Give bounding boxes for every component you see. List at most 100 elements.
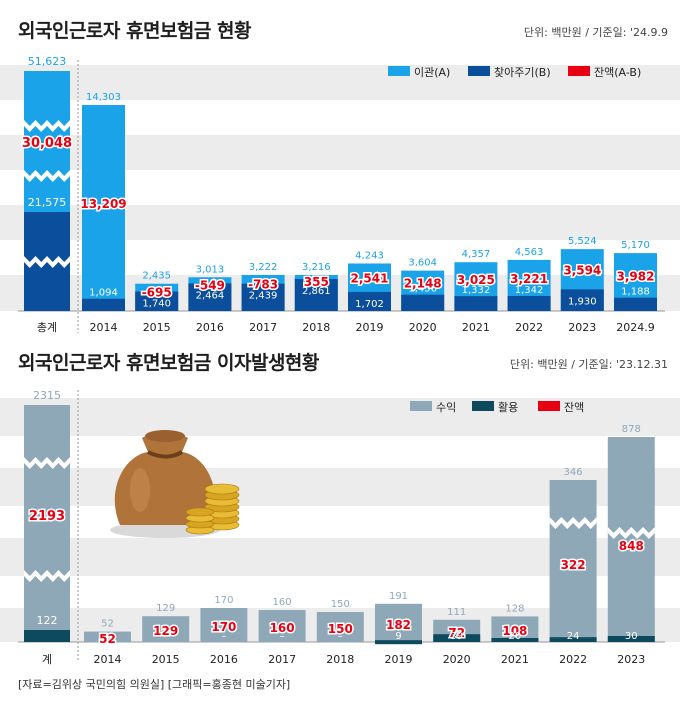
chart2-bar-income (142, 616, 190, 642)
chart1-label-A: 3,604 (408, 258, 437, 269)
chart2-bar-income (549, 480, 597, 642)
chart2-label-used: 24 (567, 631, 580, 642)
chart1-bar-B (401, 294, 445, 311)
chart1-bar-B (348, 291, 391, 311)
chart2-break (24, 454, 70, 469)
chart2-label-income: 346 (564, 467, 583, 478)
chart-interest: 외국인근로자 휴면보험금 이자발생현황 단위: 백만원 / 기준일: '23.1… (0, 340, 680, 675)
chart2-break (24, 567, 70, 582)
chart2-bar-used (433, 634, 481, 642)
chart2-label-used: 39 (450, 631, 463, 642)
chart2-svg: 수익 활용 잔액23152193122계5252–2014129129–201517… (0, 389, 680, 666)
chart2-title: 외국인근로자 휴면보험금 이자발생현황 (18, 352, 319, 374)
chart1-label-A: 3,013 (196, 264, 225, 275)
chart1-legend-swatch (388, 66, 410, 76)
chart1-category: 2017 (249, 321, 277, 334)
money-bag-illustration (110, 430, 240, 538)
chart2-label-balance: 150 (328, 622, 353, 636)
chart1-total-label-A: 51,623 (28, 55, 67, 68)
chart2-legend-label: 활용 (498, 400, 518, 414)
chart1-label-balance: 3,982 (617, 269, 655, 283)
chart1-label-balance: -695 (142, 286, 172, 300)
chart1-unit-note: 단위: 백만원 / 기준일: '24.9.9 (523, 26, 668, 39)
chart2-label-income: 191 (389, 591, 408, 602)
chart2-label-income: 170 (214, 595, 233, 606)
chart1-category: 2019 (356, 321, 384, 334)
chart1-category: 2014 (90, 321, 118, 334)
chart2-break (607, 524, 655, 539)
chart2-legend-swatch (538, 401, 560, 411)
chart2-legend-swatch (410, 401, 432, 411)
chart1-label-B: 2,439 (249, 291, 278, 302)
chart1-bar-B (560, 289, 604, 311)
chart1-total-category: 총계 (37, 321, 57, 334)
chart2-legend-swatch (472, 401, 494, 411)
chart1-bar-B (454, 296, 498, 311)
chart2-label-balance: 108 (502, 624, 527, 638)
chart2-category: 2014 (94, 653, 122, 666)
chart1-label-balance: 2,541 (351, 272, 389, 286)
chart2-label-used: – (105, 631, 110, 642)
chart2-legend-label: 잔액 (564, 401, 584, 414)
chart2-label-income: 111 (447, 607, 466, 618)
chart1-label-A: 4,243 (355, 250, 384, 261)
chart2-break (549, 514, 597, 529)
chart1-label-balance: 355 (304, 275, 329, 289)
chart1-legend-label: 잔액(A-B) (594, 66, 641, 79)
chart2-label-balance: 848 (619, 539, 644, 553)
chart2-bar-used (549, 637, 597, 642)
chart1-label-A: 14,303 (86, 92, 121, 103)
chart1-band (0, 65, 680, 100)
chart1-legend-swatch (468, 66, 490, 76)
chart1-label-B: 1,740 (142, 299, 171, 310)
chart1-label-A: 5,170 (621, 240, 650, 251)
chart2-label-balance: 322 (561, 558, 586, 572)
chart2-bar-income (375, 603, 422, 642)
chart1-bar-B (241, 283, 285, 311)
chart1-category: 2023 (568, 321, 596, 334)
chart1-label-B: 1,930 (568, 296, 597, 307)
chart1-label-A: 3,216 (302, 262, 331, 273)
chart2-bar-income (200, 608, 248, 642)
chart2-bar-income (258, 610, 306, 642)
chart1-label-balance: 3,221 (510, 272, 548, 286)
chart2-label-used: 9 (395, 631, 401, 642)
chart2-legend-label: 수익 (436, 401, 456, 414)
chart1-label-A: 2,435 (142, 271, 171, 282)
chart2-label-used: – (163, 631, 168, 642)
chart2-category: 2023 (617, 653, 645, 666)
chart2-category: 2017 (268, 653, 296, 666)
chart2-total-label-balance: 2193 (29, 509, 65, 524)
chart1-label-B: 2,464 (196, 290, 225, 301)
chart1-bar-B (188, 283, 232, 311)
chart1-label-balance: 2,148 (404, 277, 442, 291)
chart1-label-balance: 3,594 (563, 263, 601, 277)
chart1-label-balance: -549 (195, 278, 225, 292)
chart1-legend-label: 이관(A) (414, 66, 450, 79)
chart1-title: 외국인근로자 휴면보험금 현황 (18, 20, 251, 42)
chart-dormant-insurance: 외국인근로자 휴면보험금 현황 단위: 백만원 / 기준일: '24.9.9 이… (0, 0, 680, 340)
chart1-break (24, 253, 70, 268)
chart1-bar-B (507, 295, 551, 311)
chart1-label-balance: -783 (248, 277, 278, 291)
chart1-label-B: 1,456 (408, 284, 437, 295)
chart2-label-balance: 160 (270, 621, 295, 635)
chart2-label-income: 52 (101, 619, 114, 630)
chart1-category: 2020 (409, 321, 437, 334)
chart2-category: 2019 (385, 653, 413, 666)
chart2-bar-income (491, 616, 539, 642)
chart1-label-A: 5,524 (568, 236, 597, 247)
chart2-label-used: 20 (509, 631, 522, 642)
chart2-label-income: 129 (156, 603, 175, 614)
chart2-category: 2016 (210, 653, 238, 666)
chart1-label-A: 3,222 (249, 262, 278, 273)
chart1-total-label-B: 21,575 (28, 196, 67, 209)
chart1-category: 2015 (143, 321, 171, 334)
chart2-bar-income (84, 631, 131, 642)
chart1-total-label-balance: 30,048 (22, 136, 72, 151)
chart2-label-used: – (221, 631, 226, 642)
chart2-category: 2018 (326, 653, 354, 666)
chart2-category: 2022 (559, 653, 587, 666)
chart2-label-used: 30 (625, 631, 638, 642)
